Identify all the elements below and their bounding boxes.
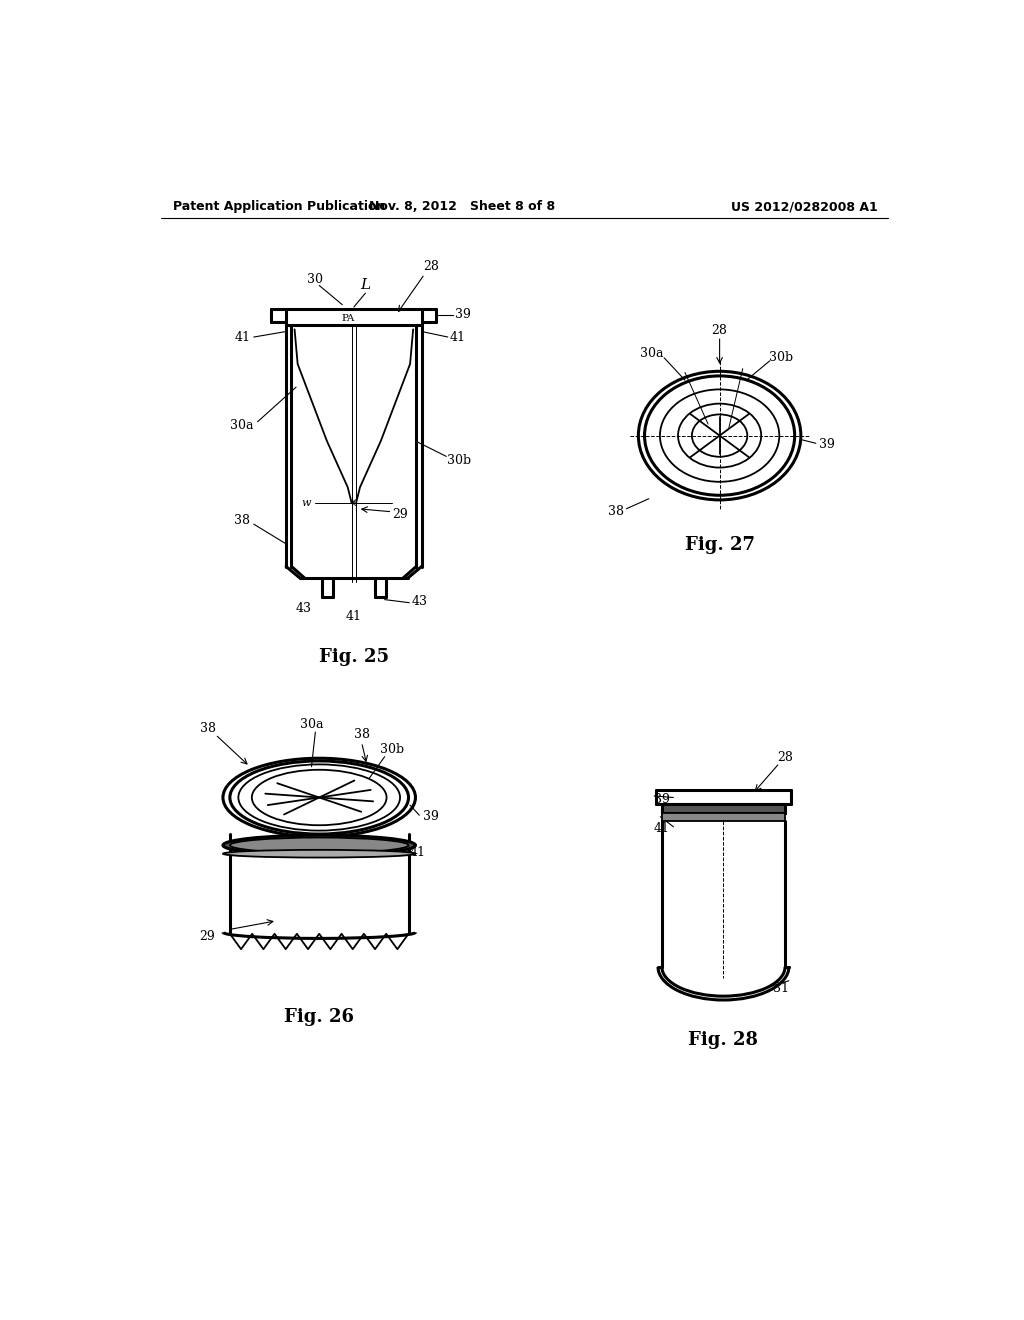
Text: 39: 39 [654, 792, 670, 805]
Text: 39: 39 [423, 810, 439, 824]
Text: 29: 29 [392, 508, 408, 520]
Text: 30a: 30a [300, 718, 324, 731]
Ellipse shape [223, 758, 416, 837]
Text: 38: 38 [234, 513, 250, 527]
Text: L: L [360, 279, 371, 293]
Text: 30b: 30b [380, 743, 404, 756]
Ellipse shape [239, 764, 400, 830]
Ellipse shape [230, 760, 409, 834]
Ellipse shape [223, 850, 416, 858]
Ellipse shape [659, 389, 779, 482]
Text: 28: 28 [423, 260, 439, 273]
Text: 41: 41 [346, 610, 361, 623]
Text: 41: 41 [410, 846, 426, 859]
Text: 39: 39 [819, 438, 835, 451]
Text: 43: 43 [296, 602, 312, 615]
Ellipse shape [678, 404, 761, 467]
Text: US 2012/0282008 A1: US 2012/0282008 A1 [731, 201, 878, 214]
Text: Fig. 25: Fig. 25 [318, 648, 389, 665]
Text: 31: 31 [773, 982, 790, 995]
Text: 30a: 30a [230, 418, 254, 432]
Text: 30: 30 [307, 273, 324, 286]
Text: 30a: 30a [640, 347, 664, 360]
Ellipse shape [230, 838, 409, 853]
Text: 28: 28 [712, 323, 727, 337]
Text: 41: 41 [654, 822, 670, 834]
Text: 39: 39 [456, 308, 471, 321]
Text: 38: 38 [353, 727, 370, 741]
Bar [662, 813, 785, 821]
Text: 41: 41 [234, 330, 250, 343]
Text: Fig. 27: Fig. 27 [685, 536, 755, 554]
Ellipse shape [638, 371, 801, 500]
Text: 38: 38 [607, 506, 624, 519]
Text: Fig. 28: Fig. 28 [688, 1031, 759, 1049]
Ellipse shape [252, 770, 387, 825]
Text: 41: 41 [450, 330, 466, 343]
Text: Patent Application Publication: Patent Application Publication [173, 201, 385, 214]
Text: 28: 28 [777, 751, 793, 764]
Text: 43: 43 [412, 594, 427, 607]
Ellipse shape [223, 836, 416, 855]
Text: 38: 38 [200, 722, 216, 735]
Text: 30b: 30b [447, 454, 471, 467]
Text: Fig. 26: Fig. 26 [285, 1008, 354, 1026]
Text: 30b: 30b [769, 351, 794, 363]
Text: w: w [301, 498, 311, 508]
Text: Nov. 8, 2012   Sheet 8 of 8: Nov. 8, 2012 Sheet 8 of 8 [369, 201, 555, 214]
Ellipse shape [644, 376, 795, 495]
Bar [662, 804, 785, 813]
Text: 29: 29 [200, 929, 215, 942]
Text: PA: PA [341, 314, 354, 323]
